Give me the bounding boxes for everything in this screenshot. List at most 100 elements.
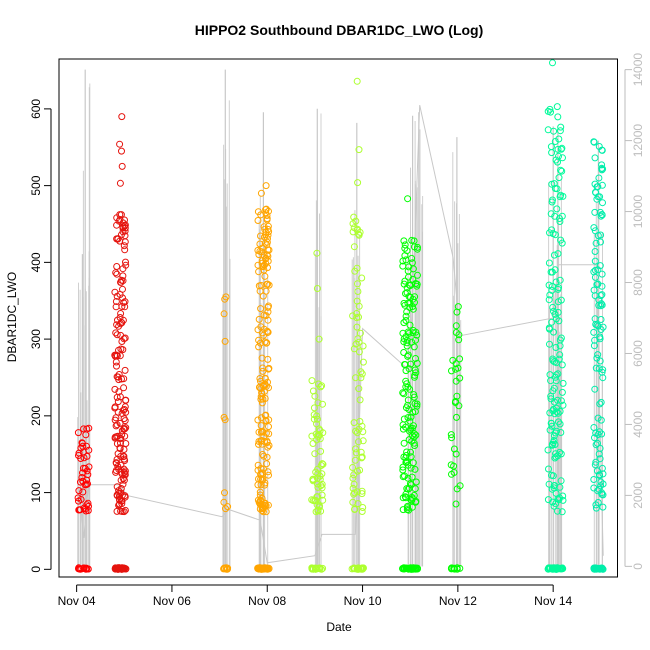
flight-6-point: [350, 490, 358, 498]
flight-4-point: [259, 263, 267, 271]
flight-2-point: [121, 303, 129, 311]
flight-7-point: [403, 336, 411, 344]
flight-10-point: [598, 161, 606, 169]
flight-5-point: [319, 496, 327, 504]
flight-9-point: [546, 229, 553, 237]
y2-tick-label: 4000: [631, 411, 645, 438]
flight-7-point: [401, 252, 409, 260]
x-tick-label: Nov 08: [248, 594, 286, 608]
flight-2-point: [116, 237, 124, 245]
y-axis-label: DBAR1DC_LWO: [5, 272, 19, 362]
flight-5-point: [318, 460, 326, 468]
flight-2-point: [113, 362, 120, 370]
flight-2-point: [119, 316, 127, 324]
flight-7-point: [408, 338, 416, 346]
flight-4-point: [264, 316, 272, 324]
flight-5-point: [312, 565, 320, 573]
flight-4-point: [254, 461, 262, 469]
flight-4-point: [262, 429, 270, 437]
flight-7-point: [410, 433, 418, 441]
flight-3-point: [220, 310, 228, 318]
flight-9-point: [547, 392, 555, 400]
flight-7-point: [404, 485, 412, 493]
flight-4-point: [254, 217, 262, 224]
flight-9-point: [553, 103, 561, 111]
flight-9-point: [556, 276, 564, 284]
flight-1-point: [75, 452, 82, 459]
flight-7-point: [399, 389, 407, 397]
flight-10-point: [591, 292, 599, 300]
flight-2-point: [113, 221, 121, 229]
flight-7-point: [406, 427, 413, 435]
flight-4-point: [257, 211, 265, 219]
flight-7-point: [399, 425, 407, 433]
flight-9-point: [558, 167, 566, 175]
flight-4-point: [260, 502, 268, 510]
flight-7-point: [406, 385, 414, 393]
flight-10-point: [598, 282, 606, 290]
flight-7-point: [411, 442, 419, 449]
y2-tick-label: 12000: [631, 124, 645, 158]
flight-5-point: [317, 507, 325, 515]
flight-9-point: [552, 453, 560, 461]
flight-2-point: [115, 376, 123, 384]
flight-7-point: [408, 473, 416, 481]
flight-1-point: [83, 467, 91, 475]
flight-10-point: [594, 439, 601, 447]
flight-1-point: [85, 424, 93, 432]
flight-6-point: [350, 471, 358, 479]
flight-9-point: [555, 418, 562, 426]
flight-7-point: [411, 465, 419, 473]
flight-2-point: [113, 263, 121, 270]
flight-4-point: [262, 382, 270, 390]
flight-4-point: [254, 326, 262, 334]
x-axis-label: Date: [326, 620, 352, 634]
flight-9-point: [556, 218, 564, 225]
flight-2-point: [113, 331, 121, 339]
flight-2-point: [122, 258, 129, 266]
y-tick-label: 400: [29, 252, 43, 272]
flight-6-point: [359, 504, 367, 511]
flight-2-point: [111, 351, 119, 359]
flight-9-point: [547, 419, 555, 427]
y2-tick-label: 2000: [631, 482, 645, 509]
flight-5-point: [314, 399, 322, 407]
flight-1-point: [83, 501, 91, 509]
flight-6-point: [358, 508, 366, 515]
flight-9-point: [558, 388, 566, 396]
flight-6-point: [358, 274, 366, 282]
flight-2-point: [113, 456, 121, 463]
flight-4-point: [262, 206, 270, 214]
flight-2-point: [119, 223, 127, 231]
flight-7-point: [399, 262, 407, 270]
flight-8-point: [453, 413, 460, 421]
flight-9-point: [554, 507, 561, 515]
flight-4-point: [256, 384, 264, 392]
flight-9-point: [553, 404, 561, 412]
flight-4-point: [263, 339, 271, 347]
flight-4-point: [255, 440, 262, 448]
flight-7-point: [401, 241, 409, 249]
flight-2-point: [116, 419, 124, 427]
flight-4-point: [258, 507, 266, 515]
flight-2-point: [120, 452, 128, 460]
flight-8-point: [448, 434, 456, 442]
flight-10-point: [597, 316, 605, 323]
flight-10-point: [599, 366, 607, 374]
flight-3-point: [222, 293, 230, 301]
flight-2-point: [121, 506, 129, 514]
flight-9-point: [549, 303, 557, 311]
flight-2-point: [111, 403, 119, 411]
flight-2-point: [119, 285, 126, 293]
flight-5-point: [314, 465, 322, 473]
flight-7-point: [413, 331, 421, 339]
flight-10-point: [594, 499, 602, 506]
flight-6-point: [354, 500, 362, 508]
flight-2-point: [111, 385, 119, 393]
flight-4-point: [263, 238, 271, 246]
flight-5-point: [319, 400, 326, 408]
flight-7-point: [402, 317, 410, 324]
flight-2-point: [113, 483, 121, 491]
flight-1-point: [74, 429, 82, 437]
flight-2-point: [122, 424, 130, 432]
